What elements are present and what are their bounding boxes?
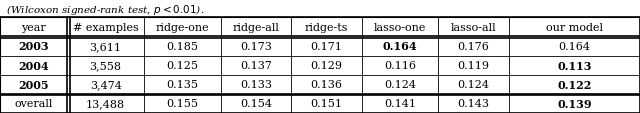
Text: 0.124: 0.124 [458, 80, 490, 89]
Text: 2005: 2005 [19, 79, 49, 90]
Text: (Wilcoxon signed-rank test, $p < 0.01$).: (Wilcoxon signed-rank test, $p < 0.01$). [6, 3, 205, 17]
Text: 0.133: 0.133 [240, 80, 272, 89]
Text: ridge-one: ridge-one [156, 23, 209, 33]
Text: 0.122: 0.122 [557, 79, 591, 90]
Text: 0.155: 0.155 [166, 99, 198, 108]
Text: year: year [21, 23, 46, 33]
Text: 0.136: 0.136 [310, 80, 342, 89]
Text: our model: our model [546, 23, 603, 33]
Text: # examples: # examples [73, 23, 138, 33]
Text: 0.185: 0.185 [166, 42, 198, 52]
Text: 2004: 2004 [19, 60, 49, 71]
Text: 0.124: 0.124 [384, 80, 416, 89]
Text: 0.113: 0.113 [557, 60, 591, 71]
Text: 0.154: 0.154 [240, 99, 272, 108]
Text: 0.151: 0.151 [310, 99, 342, 108]
Text: 2003: 2003 [19, 41, 49, 52]
Text: overall: overall [15, 99, 52, 108]
Text: 0.129: 0.129 [310, 61, 342, 71]
Text: 0.119: 0.119 [458, 61, 490, 71]
Text: 0.164: 0.164 [558, 42, 590, 52]
Text: 0.135: 0.135 [166, 80, 198, 89]
Text: 13,488: 13,488 [86, 99, 125, 108]
Text: 0.143: 0.143 [458, 99, 490, 108]
Text: 0.164: 0.164 [383, 41, 417, 52]
Text: 0.139: 0.139 [557, 98, 592, 109]
Text: 3,474: 3,474 [90, 80, 122, 89]
Text: ridge-ts: ridge-ts [305, 23, 348, 33]
Text: ridge-all: ridge-all [232, 23, 280, 33]
Text: lasso-all: lasso-all [451, 23, 497, 33]
Text: 0.176: 0.176 [458, 42, 490, 52]
Text: 3,611: 3,611 [90, 42, 122, 52]
Text: 0.137: 0.137 [240, 61, 272, 71]
Text: 0.173: 0.173 [240, 42, 272, 52]
Text: lasso-one: lasso-one [374, 23, 426, 33]
Text: 3,558: 3,558 [90, 61, 122, 71]
Text: 0.141: 0.141 [384, 99, 416, 108]
Text: 0.116: 0.116 [384, 61, 416, 71]
Text: 0.125: 0.125 [166, 61, 198, 71]
Text: 0.171: 0.171 [310, 42, 342, 52]
